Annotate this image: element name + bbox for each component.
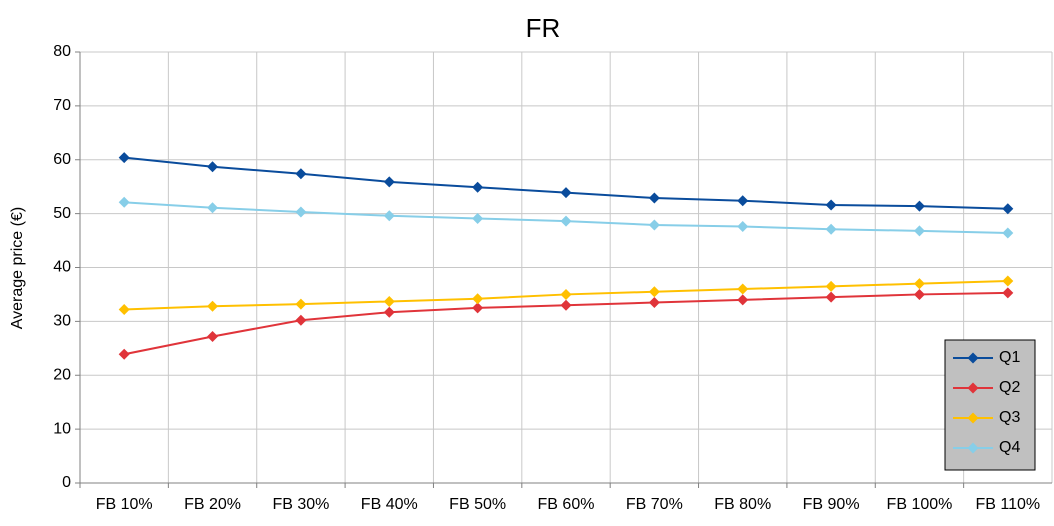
legend: Q1 Q2 Q3 Q4 xyxy=(944,339,1036,471)
marker xyxy=(1002,203,1014,215)
marker xyxy=(207,300,219,312)
marker xyxy=(1002,275,1014,287)
marker xyxy=(383,210,395,222)
marker xyxy=(118,304,130,316)
marker xyxy=(295,168,307,180)
legend-label: Q4 xyxy=(999,439,1020,456)
legend-box xyxy=(944,339,1036,471)
x-tick-label: FB 100% xyxy=(887,496,953,513)
marker xyxy=(560,187,572,199)
marker xyxy=(648,192,660,204)
marker xyxy=(913,288,925,300)
x-tick-label: FB 40% xyxy=(361,496,418,513)
marker xyxy=(383,295,395,307)
x-tick-label: FB 60% xyxy=(538,496,595,513)
x-tick-label: FB 30% xyxy=(272,496,329,513)
legend-marker xyxy=(967,442,979,454)
marker xyxy=(118,152,130,164)
legend-marker xyxy=(967,352,979,364)
marker xyxy=(737,283,749,295)
legend-label: Q3 xyxy=(999,409,1020,426)
marker xyxy=(825,280,837,292)
marker xyxy=(472,293,484,305)
x-tick-label: FB 20% xyxy=(184,496,241,513)
marker xyxy=(295,298,307,310)
x-tick-label: FB 90% xyxy=(803,496,860,513)
marker xyxy=(825,223,837,235)
marker xyxy=(118,196,130,208)
marker xyxy=(648,286,660,298)
legend-marker xyxy=(967,382,979,394)
y-tick-label: 60 xyxy=(53,151,71,168)
y-tick-label: 30 xyxy=(53,313,71,330)
y-tick-label: 40 xyxy=(53,259,71,276)
y-tick-label: 70 xyxy=(53,97,71,114)
marker xyxy=(825,199,837,211)
legend-label: Q1 xyxy=(999,349,1020,366)
x-tick-label: FB 10% xyxy=(96,496,153,513)
marker xyxy=(472,181,484,193)
marker xyxy=(207,330,219,342)
marker xyxy=(207,202,219,214)
marker xyxy=(648,297,660,309)
marker xyxy=(207,161,219,173)
marker xyxy=(648,219,660,231)
marker xyxy=(737,221,749,233)
marker xyxy=(825,291,837,303)
y-tick-label: 50 xyxy=(53,205,71,222)
marker xyxy=(472,302,484,314)
marker xyxy=(913,200,925,212)
legend-label: Q2 xyxy=(999,379,1020,396)
y-tick-label: 20 xyxy=(53,366,71,383)
marker xyxy=(1002,227,1014,239)
y-tick-label: 80 xyxy=(53,43,71,60)
x-tick-label: FB 80% xyxy=(714,496,771,513)
marker xyxy=(1002,287,1014,299)
marker xyxy=(737,294,749,306)
marker xyxy=(560,288,572,300)
marker xyxy=(472,212,484,224)
x-tick-label: FB 50% xyxy=(449,496,506,513)
x-tick-label: FB 70% xyxy=(626,496,683,513)
marker xyxy=(383,306,395,318)
y-tick-label: 0 xyxy=(62,474,71,491)
marker xyxy=(560,215,572,227)
marker xyxy=(295,206,307,218)
y-tick-label: 10 xyxy=(53,420,71,437)
marker xyxy=(118,348,130,360)
marker xyxy=(913,225,925,237)
y-axis-label: Average price (€) xyxy=(9,207,26,329)
marker xyxy=(737,195,749,207)
x-tick-label: FB 110% xyxy=(976,496,1041,513)
marker xyxy=(560,299,572,311)
legend-marker xyxy=(967,412,979,424)
marker xyxy=(913,278,925,290)
marker xyxy=(295,314,307,326)
chart-title: FR xyxy=(526,13,561,43)
marker xyxy=(383,176,395,188)
